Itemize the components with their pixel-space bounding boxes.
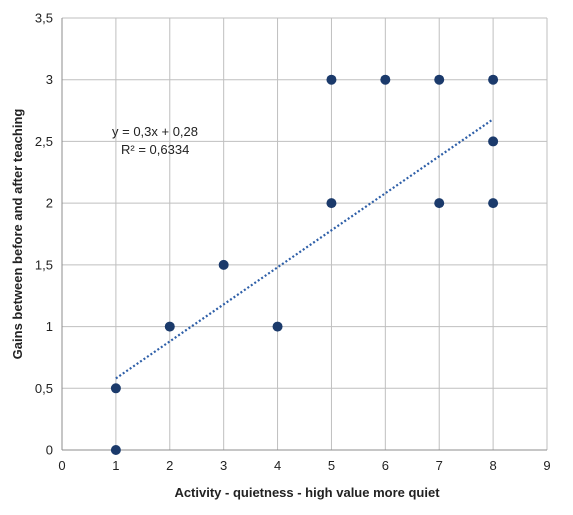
data-point (326, 74, 337, 85)
y-axis-title: Gains between before and after teaching (10, 109, 25, 360)
x-axis-title: Activity - quietness - high value more q… (174, 485, 440, 500)
y-tick-label: 0,5 (35, 381, 53, 396)
data-point (272, 321, 283, 332)
data-point (434, 74, 445, 85)
y-tick-label: 1,5 (35, 257, 53, 272)
y-tick-label: 3,5 (35, 11, 53, 26)
data-point (380, 74, 391, 85)
x-tick-label: 9 (543, 458, 550, 473)
x-tick-label: 7 (436, 458, 443, 473)
y-tick-label: 3 (46, 72, 53, 87)
grid (62, 17, 548, 450)
data-point (434, 198, 445, 209)
trendline-layer (115, 118, 494, 380)
x-tick-label: 1 (112, 458, 119, 473)
trendline (115, 118, 494, 380)
data-point (110, 445, 121, 455)
data-point (164, 321, 175, 332)
x-tick-label: 4 (274, 458, 281, 473)
data-point (218, 259, 229, 270)
data-point (488, 74, 499, 85)
data-point (488, 136, 499, 147)
axes (61, 18, 547, 451)
y-tick-label: 2 (46, 196, 53, 211)
y-tick-label: 0 (46, 443, 53, 458)
y-tick-label: 2,5 (35, 134, 53, 149)
trendline-equation: y = 0,3x + 0,28 (112, 124, 198, 139)
x-tick-label: 3 (220, 458, 227, 473)
x-tick-label: 8 (489, 458, 496, 473)
x-tick-label: 6 (382, 458, 389, 473)
data-point (110, 383, 121, 394)
labels-layer: 0 1 2 3 4 5 6 7 8 9 0 0,5 1 1,5 2 2,5 3 3,5 (35, 11, 551, 474)
x-tick-label: 5 (328, 458, 335, 473)
x-tick-label: 0 (58, 458, 65, 473)
y-tick-label: 1 (46, 319, 53, 334)
data-point (326, 198, 337, 209)
data-point (488, 198, 499, 209)
points-layer (110, 74, 499, 455)
trendline-r-squared: R² = 0,6334 (121, 142, 189, 157)
x-tick-label: 2 (166, 458, 173, 473)
